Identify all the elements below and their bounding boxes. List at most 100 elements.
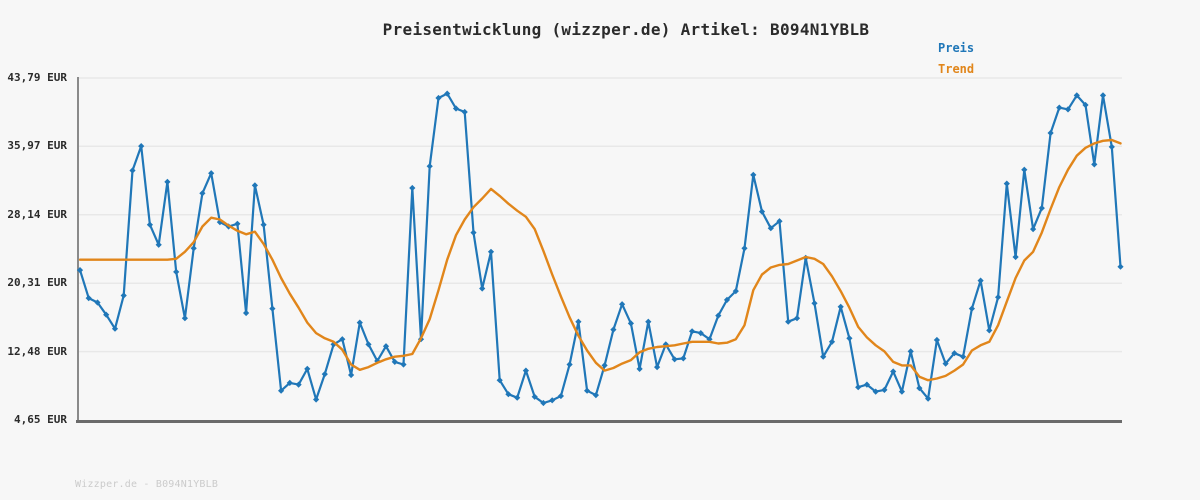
price-marker: [260, 221, 267, 228]
price-marker: [339, 336, 346, 343]
price-marker: [575, 318, 582, 325]
price-marker: [619, 301, 626, 308]
price-marker: [977, 277, 984, 284]
price-marker: [715, 312, 722, 319]
price-marker: [452, 105, 460, 112]
price-marker: [190, 245, 197, 252]
price-marker: [1091, 161, 1098, 168]
price-marker: [304, 365, 311, 372]
price-marker: [680, 355, 687, 362]
price-marker: [837, 303, 844, 310]
price-marker: [243, 309, 250, 317]
price-marker: [636, 365, 643, 372]
price-marker: [855, 384, 862, 391]
price-marker: [505, 391, 512, 398]
price-marker: [444, 90, 451, 97]
price-marker: [776, 218, 783, 225]
price-marker: [732, 288, 739, 295]
price-marker: [592, 392, 599, 399]
price-marker: [435, 94, 442, 102]
price-marker: [951, 350, 958, 357]
price-marker: [645, 318, 652, 325]
price-marker: [986, 327, 993, 334]
price-marker: [820, 353, 827, 360]
price-marker: [925, 395, 932, 402]
price-marker: [898, 388, 905, 395]
price-marker: [1056, 104, 1063, 111]
price-marker: [907, 348, 914, 355]
price-marker: [269, 305, 276, 312]
price-marker: [426, 163, 433, 170]
price-marker: [496, 377, 503, 384]
price-marker: [828, 338, 836, 345]
price-marker: [1012, 253, 1019, 261]
price-marker: [697, 330, 704, 337]
legend: Preis Trend: [938, 38, 974, 80]
price-marker: [181, 315, 188, 322]
price-marker: [723, 296, 731, 303]
price-marker: [409, 184, 416, 192]
price-marker: [540, 399, 547, 407]
price-marker: [76, 267, 84, 274]
price-marker: [1003, 180, 1010, 187]
price-marker: [1082, 101, 1089, 109]
watermark: Wizzper.de - B094N1YBLB: [75, 479, 219, 490]
price-marker: [933, 336, 940, 344]
price-marker: [1099, 92, 1107, 99]
price-marker: [767, 225, 774, 232]
price-marker: [881, 386, 888, 393]
y-axis-labels: 4,65 EUR 12,48 EUR 20,31 EUR 28,14 EUR 35,97…: [0, 0, 67, 500]
price-marker: [321, 371, 328, 378]
price-marker: [85, 295, 92, 302]
price-marker: [741, 245, 748, 252]
price-marker: [1030, 226, 1037, 233]
price-marker: [400, 361, 407, 368]
price-marker: [549, 397, 556, 404]
price-marker: [199, 190, 206, 197]
y-tick-label: 28,14 EUR: [7, 208, 67, 221]
price-marker: [793, 315, 801, 322]
legend-label-trend: Trend: [938, 62, 975, 76]
price-marker: [313, 396, 320, 403]
price-marker: [671, 356, 678, 363]
y-tick-label: 35,97 EUR: [7, 139, 67, 152]
price-marker: [461, 108, 468, 116]
price-marker: [601, 362, 608, 369]
price-marker: [330, 341, 337, 348]
price-marker: [129, 167, 136, 174]
price-marker: [522, 367, 529, 374]
price-marker: [286, 379, 293, 386]
trend-line: [78, 138, 1122, 382]
price-marker: [662, 341, 669, 348]
price-marker: [173, 268, 180, 275]
price-marker: [654, 364, 661, 371]
price-marker: [689, 328, 696, 335]
price-marker: [479, 285, 486, 292]
price-marker: [846, 335, 853, 342]
price-marker: [295, 381, 302, 388]
price-marker: [155, 241, 162, 248]
price-marker: [584, 387, 591, 394]
y-tick-label: 4,65 EUR: [14, 413, 67, 426]
price-marker: [120, 292, 127, 299]
price-marker: [1073, 92, 1080, 99]
price-marker: [251, 182, 258, 189]
price-marker: [916, 385, 923, 392]
price-marker: [610, 326, 617, 333]
price-marker: [1021, 166, 1028, 173]
price-marker: [811, 300, 818, 307]
price-marker: [391, 358, 398, 365]
price-marker: [785, 318, 792, 325]
price-marker: [531, 393, 538, 400]
price-marker: [103, 311, 110, 318]
price-marker: [1108, 143, 1115, 150]
price-marker: [960, 353, 967, 360]
chart-title: Preisentwicklung (wizzper.de) Artikel: B…: [382, 20, 870, 39]
price-marker: [890, 368, 897, 375]
price-marker: [1038, 205, 1045, 212]
price-marker: [278, 387, 285, 394]
price-marker: [111, 325, 119, 332]
price-marker: [968, 305, 975, 312]
